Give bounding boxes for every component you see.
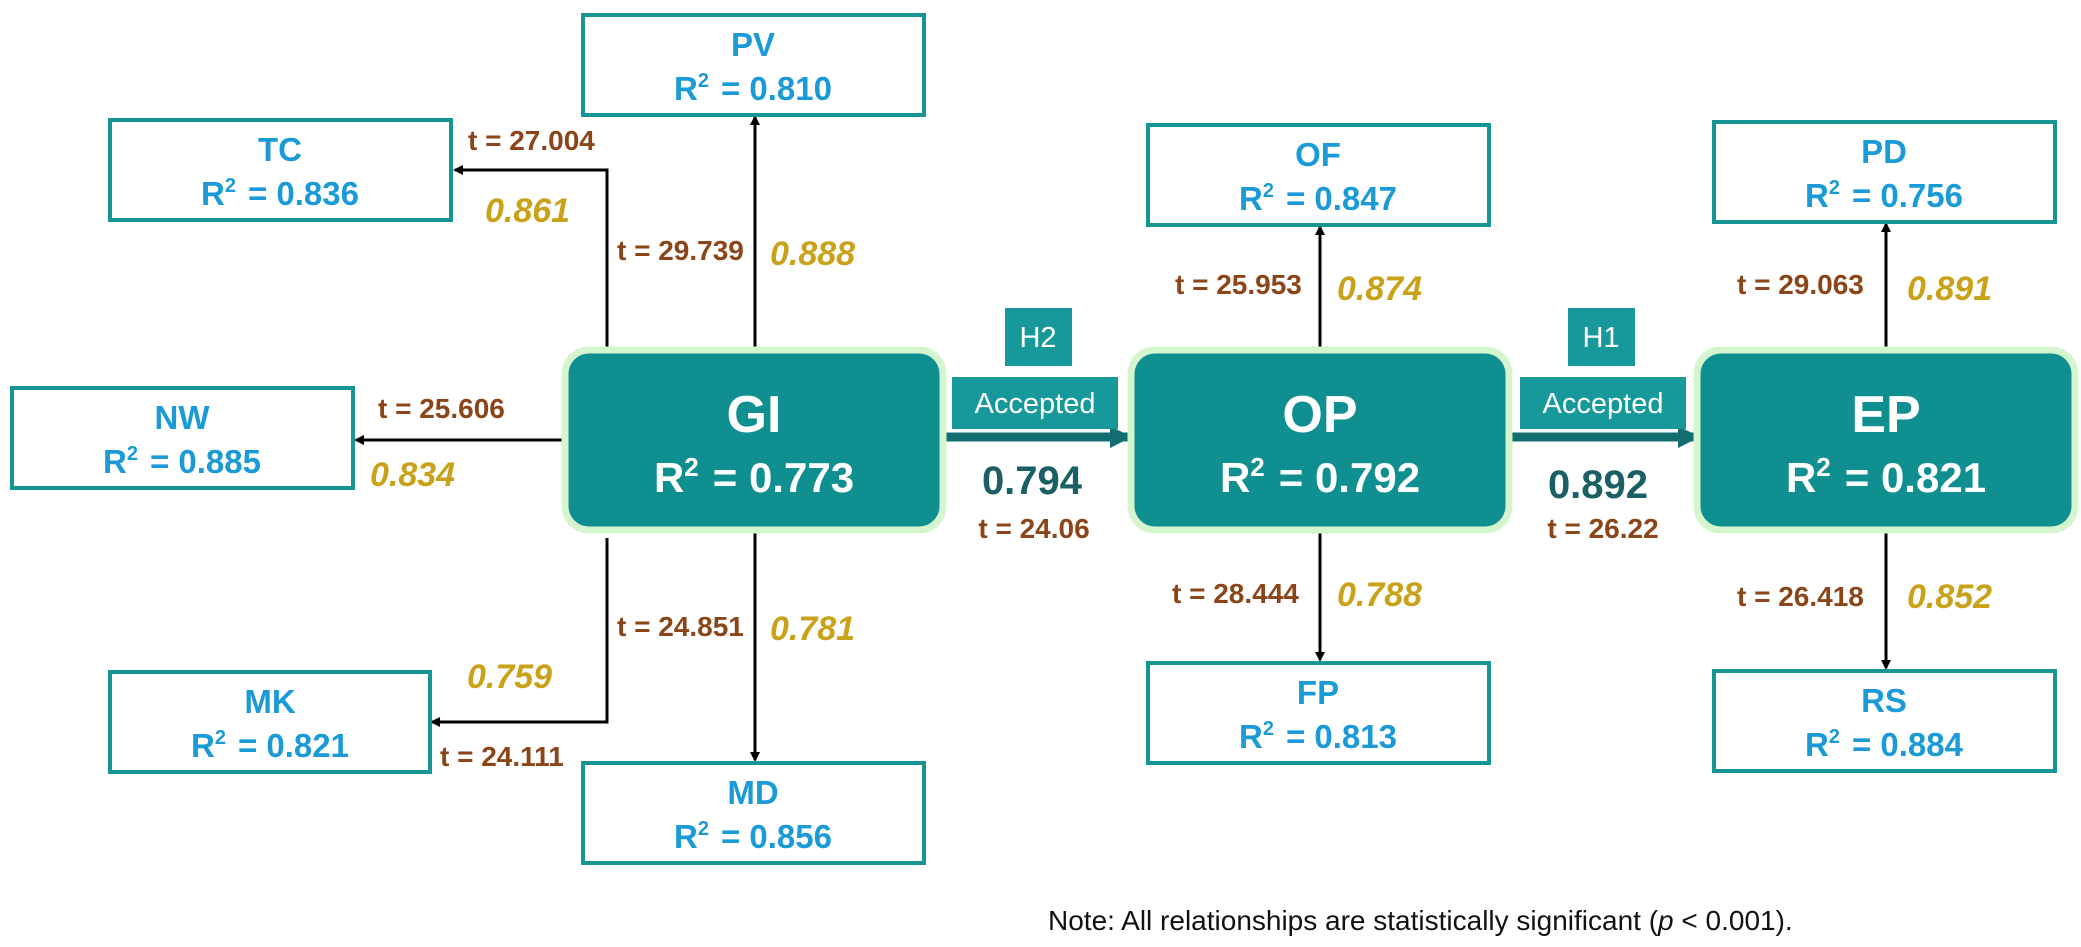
t-value-nw: t = 25.606: [378, 393, 505, 424]
indicator-md-r2: R2 = 0.856: [674, 818, 832, 855]
latent-ep-r2: R2 = 0.821: [1786, 452, 1986, 501]
path-gi-op-coefficient: 0.794: [982, 459, 1083, 503]
connector-gi-tc: [453, 165, 609, 353]
indicator-fp-r2: R2 = 0.813: [1239, 718, 1397, 755]
latent-ep-label: EP: [1851, 386, 1920, 444]
loading-tc: 0.861: [485, 192, 570, 230]
latent-op: OP R2 = 0.792: [1127, 346, 1513, 534]
indicator-of-label: OF: [1295, 136, 1341, 173]
loading-of: 0.874: [1337, 270, 1422, 308]
t-value-pv: t = 29.739: [617, 235, 744, 266]
loading-pd: 0.891: [1907, 270, 1992, 308]
loading-md: 0.781: [770, 610, 855, 648]
path-op-ep: H1 Accepted 0.892 t = 26.22: [1520, 308, 1686, 544]
path-gi-op-t: t = 24.06: [978, 513, 1089, 544]
indicator-pv: PV R2 = 0.810: [581, 13, 926, 117]
latent-gi-r2: R2 = 0.773: [654, 452, 854, 501]
latent-ep: EP R2 = 0.821: [1693, 346, 2079, 534]
t-value-rs: t = 26.418: [1737, 581, 1864, 612]
indicator-mk-r2: R2 = 0.821: [191, 727, 349, 764]
significance-note: Note: All relationships are statisticall…: [1048, 905, 1793, 936]
hypothesis-h2-status: Accepted: [975, 388, 1096, 420]
indicator-rs-label: RS: [1861, 682, 1907, 719]
connector-gi-mk: [430, 538, 609, 727]
hypothesis-h1-label: H1: [1582, 322, 1619, 354]
indicator-fp: FP R2 = 0.813: [1146, 661, 1491, 765]
latent-gi-label: GI: [727, 386, 782, 444]
t-value-fp: t = 28.444: [1172, 578, 1299, 609]
latent-op-label: OP: [1282, 386, 1357, 444]
indicator-pd: PD R2 = 0.756: [1712, 120, 2057, 224]
indicator-pv-r2: R2 = 0.810: [674, 70, 832, 107]
indicator-mk: MK R2 = 0.821: [108, 670, 432, 774]
indicator-md-label: MD: [727, 774, 778, 811]
latent-gi: GI R2 = 0.773: [561, 346, 947, 534]
indicator-nw-label: NW: [155, 399, 211, 436]
loading-fp: 0.788: [1337, 576, 1422, 614]
indicator-of-r2: R2 = 0.847: [1239, 180, 1397, 217]
loading-nw: 0.834: [370, 456, 455, 494]
hypothesis-h2-label: H2: [1019, 322, 1056, 354]
path-op-ep-coefficient: 0.892: [1548, 463, 1648, 507]
indicator-of: OF R2 = 0.847: [1146, 123, 1491, 227]
path-op-ep-t: t = 26.22: [1547, 513, 1658, 544]
t-value-tc: t = 27.004: [468, 125, 595, 156]
indicator-pv-label: PV: [731, 26, 775, 63]
t-value-pd: t = 29.063: [1737, 269, 1864, 300]
latent-op-r2: R2 = 0.792: [1220, 452, 1420, 501]
t-value-of: t = 25.953: [1175, 269, 1302, 300]
indicator-rs: RS R2 = 0.884: [1712, 669, 2057, 773]
indicator-pd-label: PD: [1861, 133, 1907, 170]
indicator-tc: TC R2 = 0.836: [108, 118, 453, 222]
loading-rs: 0.852: [1907, 578, 1992, 616]
indicator-mk-label: MK: [244, 683, 295, 720]
indicator-tc-r2: R2 = 0.836: [201, 175, 359, 212]
indicator-fp-label: FP: [1297, 674, 1339, 711]
indicator-tc-label: TC: [258, 131, 302, 168]
loading-pv: 0.888: [770, 235, 855, 273]
t-value-md: t = 24.851: [617, 611, 744, 642]
indicator-rs-r2: R2 = 0.884: [1805, 726, 1964, 763]
indicator-pd-r2: R2 = 0.756: [1805, 177, 1963, 214]
path-gi-op: H2 Accepted 0.794 t = 24.06: [952, 308, 1118, 544]
indicator-nw: NW R2 = 0.885: [10, 386, 355, 490]
loading-mk: 0.759: [467, 658, 552, 696]
hypothesis-h1-status: Accepted: [1543, 388, 1664, 420]
indicator-md: MD R2 = 0.856: [581, 761, 926, 865]
t-value-mk: t = 24.111: [440, 741, 564, 772]
indicator-nw-r2: R2 = 0.885: [103, 443, 261, 480]
